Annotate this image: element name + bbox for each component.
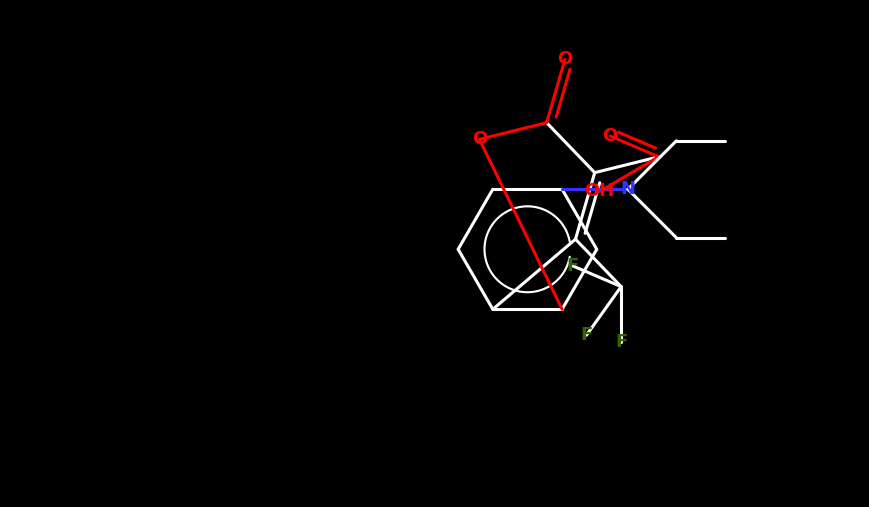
Text: F: F: [580, 326, 593, 344]
Text: F: F: [615, 333, 627, 351]
Text: O: O: [602, 127, 618, 145]
Text: O: O: [472, 130, 487, 149]
Text: OH: OH: [585, 183, 615, 200]
Text: F: F: [567, 257, 579, 275]
Text: O: O: [557, 51, 573, 68]
Text: N: N: [620, 180, 635, 198]
